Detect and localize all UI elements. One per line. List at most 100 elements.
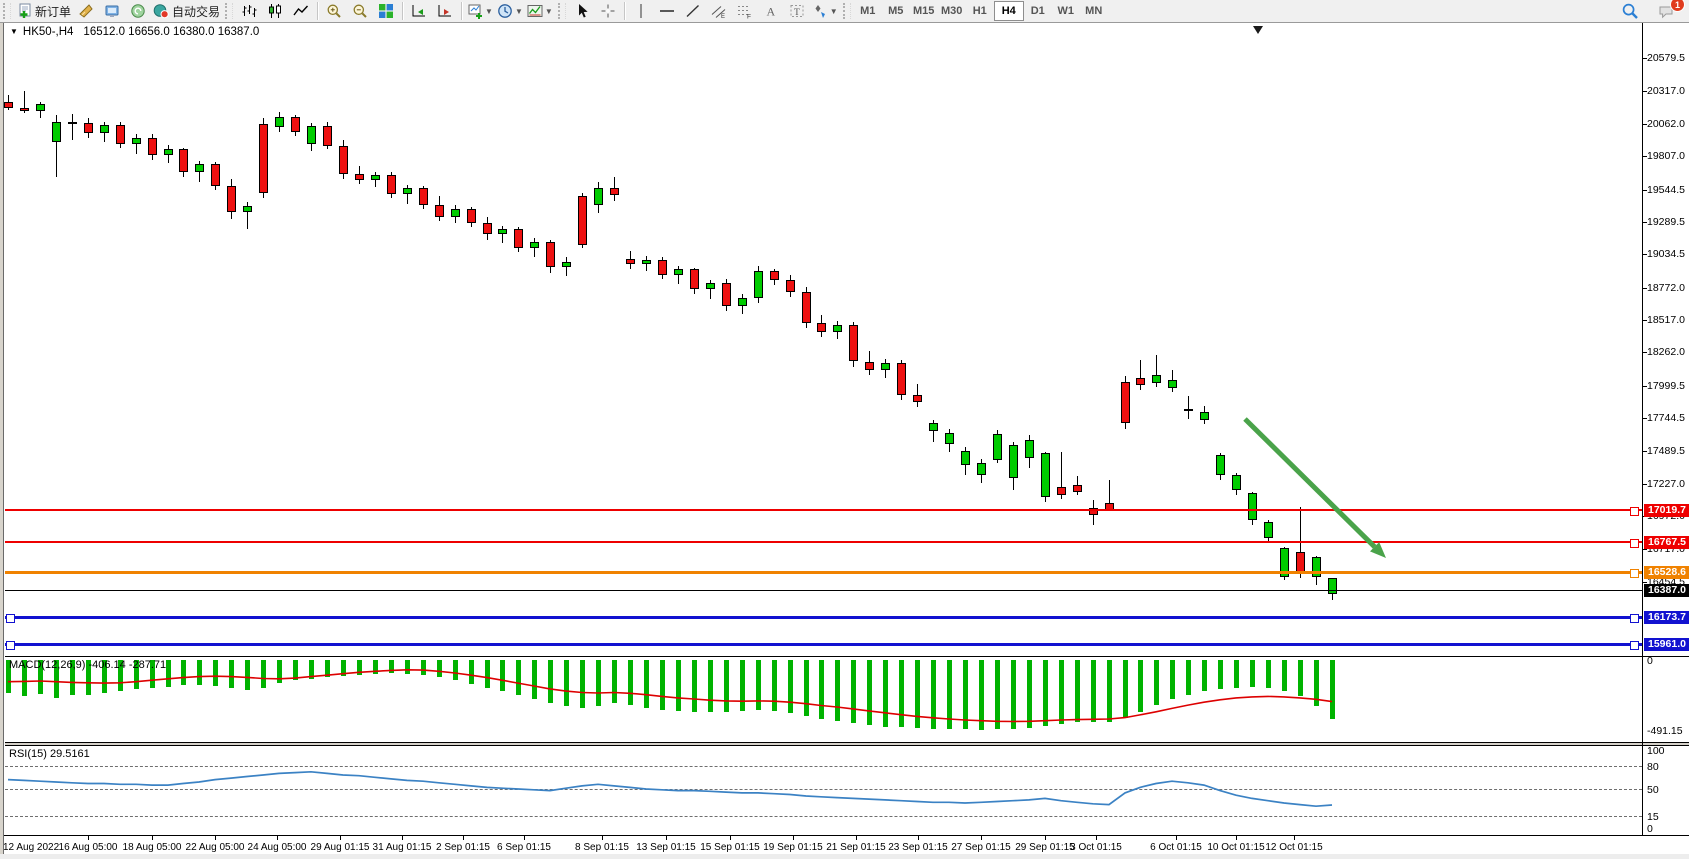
macd-histogram-bar (405, 660, 410, 674)
terminal-button[interactable] (99, 1, 125, 21)
candle-bullish (451, 209, 460, 217)
cursor-button[interactable] (569, 1, 595, 21)
timeframe-d1[interactable]: D1 (1030, 5, 1045, 17)
timeframe-m15[interactable]: M15 (913, 5, 935, 17)
support-line-blue-2[interactable] (5, 643, 1642, 647)
macd-histogram-bar (1282, 660, 1287, 692)
macd-histogram-bar (804, 660, 809, 716)
fibonacci-button[interactable]: F (732, 1, 758, 21)
collapse-icon[interactable]: ▼ (10, 27, 18, 36)
macd-histogram-bar (660, 660, 665, 710)
support-line-orange[interactable] (5, 571, 1642, 575)
timeframe-h1[interactable]: H1 (972, 5, 987, 17)
chevron-down-icon[interactable]: ▼ (544, 6, 553, 16)
new-chart-button[interactable]: ▼ (465, 1, 495, 21)
resistance-line-2-handle-right[interactable] (1630, 538, 1639, 548)
rsi-axis-label-80: 80 (1647, 760, 1659, 773)
metaeditor-button[interactable] (73, 1, 99, 21)
support-line-blue-2-handle-right[interactable] (1630, 641, 1639, 651)
autotrading-button[interactable]: 自动交易 (151, 1, 222, 21)
candle-bullish (498, 229, 507, 235)
price-axis-label: 20579.5 (1647, 52, 1685, 64)
toolbar-right-group: 1 (1617, 0, 1685, 21)
zoom-out-button[interactable] (347, 1, 373, 21)
chevron-down-icon[interactable]: ▼ (514, 6, 523, 16)
timeframe-m5[interactable]: M5 (888, 5, 904, 17)
macd-histogram-bar (580, 660, 585, 708)
macd-histogram-bar (1250, 660, 1255, 687)
period-button[interactable]: ▼ (495, 1, 525, 21)
resistance-line-1-handle-right[interactable] (1630, 506, 1639, 516)
candle-bullish (1232, 475, 1241, 490)
support-line-blue-1-price-label: 16173.7 (1644, 611, 1689, 625)
time-axis-tick (1176, 836, 1177, 840)
rsi-top-border (5, 745, 1689, 746)
candle-bullish (929, 422, 938, 432)
community-icon (130, 3, 146, 19)
bar-chart-button[interactable] (236, 1, 262, 21)
candle-bearish (658, 259, 667, 276)
notifications-button[interactable]: 1 (1653, 0, 1685, 21)
trendline-button[interactable] (680, 1, 706, 21)
chart-shift-icon (437, 3, 453, 19)
zoom-in-button[interactable] (321, 1, 347, 21)
macd-histogram-bar (947, 660, 952, 730)
support-line-blue-1-handle-right[interactable] (1630, 614, 1639, 624)
window-bottom-edge (0, 854, 1689, 859)
time-axis-label: 23 Sep 01:15 (888, 842, 948, 853)
candle-bearish (626, 258, 635, 264)
template-button[interactable]: ▼ (525, 1, 555, 21)
support-line-orange-handle-right[interactable] (1630, 569, 1639, 579)
new-order-button[interactable]: 新订单 (14, 1, 73, 21)
crosshair-button[interactable] (595, 1, 621, 21)
candle-bullish (164, 149, 173, 156)
vertical-line-button[interactable] (628, 1, 654, 21)
search-button[interactable] (1617, 1, 1643, 21)
label-icon: T (789, 3, 805, 19)
arrows-button[interactable]: ▼ (810, 1, 840, 21)
timeframe-w1[interactable]: W1 (1057, 5, 1074, 17)
macd-histogram-bar (676, 660, 681, 712)
label-button[interactable]: T (784, 1, 810, 21)
resistance-line-2[interactable] (5, 541, 1642, 544)
chevron-down-icon[interactable]: ▼ (485, 6, 493, 16)
price-axis-tick (1643, 189, 1647, 191)
timeframe-h4[interactable]: H4 (993, 1, 1024, 21)
chevron-down-icon[interactable]: ▼ (829, 6, 838, 16)
support-line-blue-1[interactable] (5, 616, 1642, 620)
resistance-line-1[interactable] (5, 509, 1642, 512)
macd-histogram-bar (1170, 660, 1175, 699)
candle-bullish (1216, 455, 1225, 475)
new-order-button-label: 新订单 (35, 4, 72, 19)
support-line-blue-2-handle-left[interactable] (6, 641, 15, 651)
timeframe-m1[interactable]: M1 (860, 5, 876, 17)
horizontal-line-button[interactable] (654, 1, 680, 21)
candle-bearish (259, 124, 268, 194)
current-price-line[interactable] (5, 590, 1642, 592)
chart-shift-button[interactable] (432, 1, 458, 21)
support-line-blue-1-handle-left[interactable] (6, 614, 15, 624)
candle-bearish (610, 187, 619, 196)
rsi-axis-label-15: 15 (1647, 811, 1659, 824)
macd-histogram-bar (213, 660, 218, 686)
candle-bullish (1152, 375, 1161, 383)
candle-bullish (674, 269, 683, 276)
auto-scroll-button[interactable] (406, 1, 432, 21)
macd-histogram-bar (692, 660, 697, 713)
timeframe-mn[interactable]: MN (1085, 5, 1103, 17)
time-axis-label: 27 Sep 01:15 (951, 842, 1011, 853)
time-axis-tick (88, 836, 89, 840)
timeframe-m30[interactable]: M30 (941, 5, 963, 17)
text-button[interactable]: A (758, 1, 784, 21)
tile-windows-button[interactable] (373, 1, 399, 21)
line-chart-button[interactable] (288, 1, 314, 21)
chart-shift-marker[interactable] (1253, 26, 1263, 34)
pane-resize-separator[interactable] (5, 743, 1689, 745)
macd-histogram-bar (548, 660, 553, 703)
channel-button[interactable]: E (706, 1, 732, 21)
candlestick-chart-button[interactable] (262, 1, 288, 21)
community-button[interactable] (125, 1, 151, 21)
bar-chart-icon (241, 3, 257, 19)
macd-histogram-bar (453, 660, 458, 681)
time-axis-tick (666, 836, 667, 840)
